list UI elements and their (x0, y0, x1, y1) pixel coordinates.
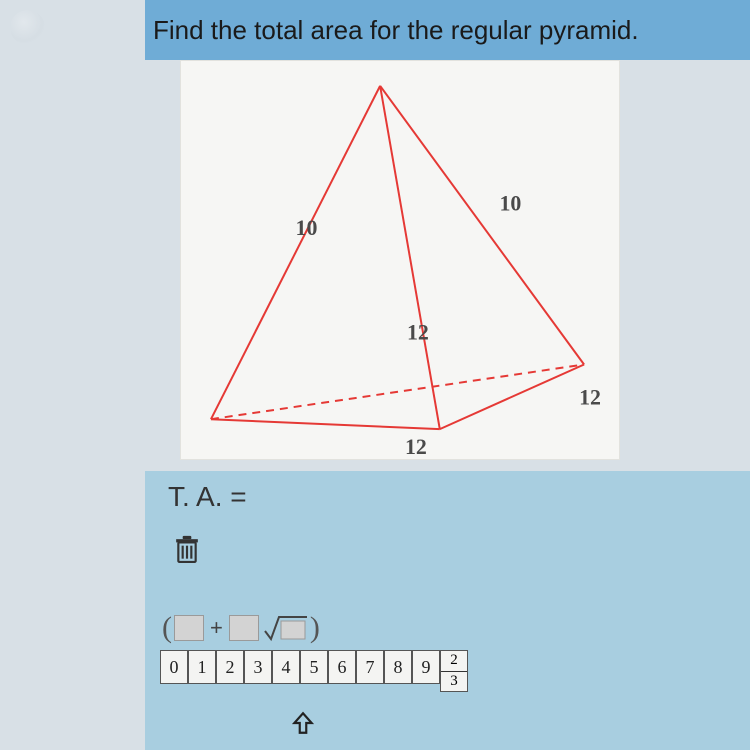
answer-slot-2[interactable] (229, 615, 259, 641)
trash-button[interactable] (172, 532, 202, 568)
question-prompt: Find the total area for the regular pyra… (153, 15, 639, 46)
sqrt-icon (263, 613, 308, 643)
pyramid-svg: 10 10 12 12 12 (181, 61, 619, 459)
up-arrow-icon (290, 710, 316, 736)
digit-4[interactable]: 4 (272, 650, 300, 684)
edge-label-12-bottom: 12 (405, 434, 427, 459)
pyramid-figure: 10 10 12 12 12 (180, 60, 620, 460)
digit-1[interactable]: 1 (188, 650, 216, 684)
digit-3[interactable]: 3 (244, 650, 272, 684)
digit-8[interactable]: 8 (384, 650, 412, 684)
question-header: Find the total area for the regular pyra… (145, 0, 750, 60)
digit-pad: 0 1 2 3 4 5 6 7 8 9 2 3 (160, 650, 468, 692)
digit-9[interactable]: 9 (412, 650, 440, 684)
sqrt-template[interactable] (263, 613, 308, 643)
answer-template: ( + ) (162, 610, 320, 646)
digit-7[interactable]: 7 (356, 650, 384, 684)
right-paren: ) (310, 611, 320, 645)
fraction-numerator: 2 (441, 651, 467, 672)
fraction-button[interactable]: 2 3 (440, 650, 468, 692)
trash-icon (174, 534, 200, 566)
edge-label-12-mid: 12 (407, 320, 429, 345)
left-paren: ( (162, 611, 172, 645)
edge-label-10-right: 10 (500, 190, 522, 215)
digit-2[interactable]: 2 (216, 650, 244, 684)
answer-slot-1[interactable] (174, 615, 204, 641)
plus-sign: + (206, 615, 227, 641)
total-area-label: T. A. = (168, 481, 247, 513)
up-arrow-button[interactable] (290, 710, 320, 740)
edge-label-12-right: 12 (579, 384, 601, 409)
digit-6[interactable]: 6 (328, 650, 356, 684)
digit-5[interactable]: 5 (300, 650, 328, 684)
edge-label-10-left: 10 (296, 215, 318, 240)
fraction-denominator: 3 (441, 672, 467, 692)
digit-0[interactable]: 0 (160, 650, 188, 684)
paper-texture (10, 10, 45, 45)
